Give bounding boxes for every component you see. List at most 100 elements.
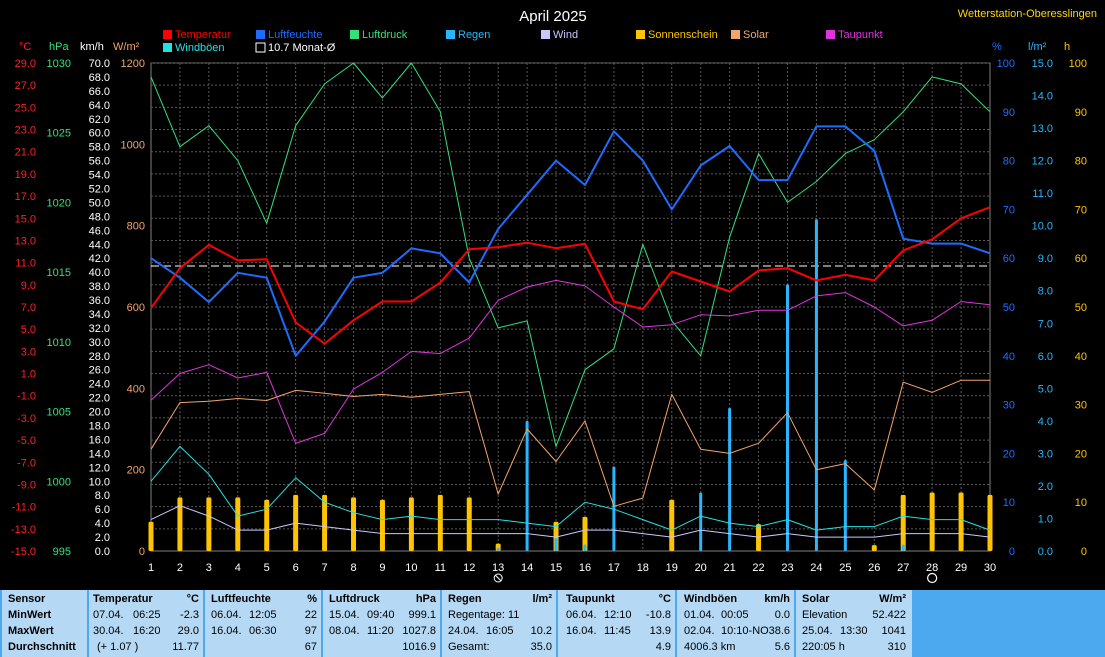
humidity-tick-label: 70 [1003, 204, 1015, 216]
humidity-max-time: 06:30 [249, 625, 277, 637]
dewpoint-min-value: -10.8 [645, 609, 671, 621]
rain-total-label: Gesamt: [448, 641, 490, 653]
wind-tick-label: 24.0 [89, 379, 110, 391]
humidity-max-date: 16.04. [211, 625, 242, 637]
temp-min-time: 06:25 [133, 609, 161, 621]
day-label: 22 [752, 562, 764, 574]
temp-tick-label: -13.0 [11, 524, 36, 536]
solar-avg-value: 310 [887, 641, 906, 653]
rain-bar [554, 537, 558, 551]
legend-swatch [163, 43, 172, 52]
sun-tick-label: 0 [1081, 546, 1087, 558]
day-label: 15 [550, 562, 562, 574]
temp-tick-label: 3.0 [21, 346, 36, 358]
stats-rain: Regen l/m² Regentage: 11 24.04. 16:05 10… [442, 590, 556, 657]
rain-bar [728, 407, 732, 551]
day-label: 26 [868, 562, 880, 574]
sunshine-bar [987, 494, 993, 551]
sun-tick-label: 10 [1075, 497, 1087, 509]
legend-swatch [636, 30, 645, 39]
day-label: 7 [322, 562, 328, 574]
wind-tick-label: 70.0 [89, 58, 110, 70]
temp-avg-value: 11.77 [172, 641, 199, 653]
rain-bar [785, 284, 789, 551]
wind-tick-label: 54.0 [89, 170, 110, 182]
rain-tick-label: 9.0 [1038, 253, 1053, 265]
rain-unit-label: l/m² [1028, 41, 1047, 53]
wind-tick-label: 0.0 [95, 546, 110, 558]
solar-tick-label: 600 [127, 302, 145, 314]
wind-tick-label: 66.0 [89, 86, 110, 98]
press-tick-label: 1025 [47, 128, 71, 140]
day-label: 17 [608, 562, 620, 574]
sun-tick-label: 50 [1075, 302, 1087, 314]
solar-elevation-value: 52.422 [872, 609, 906, 621]
gusts-max-date: 02.04. [684, 625, 715, 637]
day-label: 25 [839, 562, 851, 574]
legend-swatch [163, 30, 172, 39]
humidity-tick-label: 100 [997, 58, 1015, 70]
chart-lines [150, 62, 991, 538]
day-label: 23 [781, 562, 793, 574]
wind-tick-label: 6.0 [95, 504, 110, 516]
day-label: 4 [235, 562, 241, 574]
wind-unit-label: km/h [80, 41, 104, 53]
wind-tick-label: 18.0 [89, 421, 110, 433]
sunshine-bar [669, 499, 675, 551]
solar-hours: 220:05 h [802, 641, 845, 653]
temp-unit-label: °C [19, 41, 31, 53]
day-label: 10 [405, 562, 417, 574]
sunshine-bar [177, 497, 183, 551]
day-label: 2 [177, 562, 183, 574]
day-label: 1 [148, 562, 154, 574]
press-unit-label: hPa [49, 41, 69, 53]
wind-tick-label: 42.0 [89, 253, 110, 265]
pressure-unit: hPa [415, 593, 436, 605]
temp-tick-label: 15.0 [15, 213, 36, 225]
humidity-tick-label: 30 [1003, 400, 1015, 412]
day-label: 8 [350, 562, 356, 574]
solar-unit-label: W/m² [113, 41, 140, 53]
rain-tick-label: 2.0 [1038, 481, 1053, 493]
temp-tick-label: 13.0 [15, 235, 36, 247]
sunshine-bar [351, 497, 357, 551]
temp-tick-label: -11.0 [12, 502, 36, 514]
legend-swatch [826, 30, 835, 39]
stats-label-sensor: Sensor [8, 593, 46, 605]
sunshine-bar [582, 516, 588, 551]
wind-tick-label: 52.0 [89, 183, 110, 195]
humidity-tick-label: 80 [1003, 156, 1015, 168]
day-label: 12 [463, 562, 475, 574]
sunshine-bar [379, 499, 385, 551]
humidity-tick-label: 50 [1003, 302, 1015, 314]
series-line-temperatur [150, 206, 991, 345]
gusts-min-time: 00:05 [721, 609, 749, 621]
pressure-min-time: 09:40 [367, 609, 395, 621]
rain-bar [901, 544, 905, 551]
wind-tick-label: 64.0 [89, 100, 110, 112]
dewpoint-unit: °C [658, 593, 671, 605]
solar-tick-label: 400 [127, 383, 145, 395]
press-tick-label: 1020 [47, 197, 71, 209]
temp-tick-label: -9.0 [17, 479, 36, 491]
solar-tick-label: 1000 [121, 139, 145, 151]
wind-tick-label: 60.0 [89, 128, 110, 140]
rain-unit: l/m² [532, 593, 552, 605]
sun-tick-label: 20 [1075, 448, 1087, 460]
axis-unit-labels: °C hPa km/h W/m² % l/m² h [19, 41, 1070, 53]
wind-tick-label: 38.0 [89, 281, 110, 293]
temp-unit: °C [186, 593, 199, 605]
wind-tick-label: 50.0 [89, 197, 110, 209]
rain-tick-label: 3.0 [1038, 448, 1053, 460]
pressure-header: Luftdruck [329, 593, 380, 605]
wind-tick-label: 58.0 [89, 142, 110, 154]
stats-temperature: Temperatur °C 07.04. 06:25 -2.3 30.04. 1… [89, 590, 203, 657]
rain-max-time: 16:05 [486, 625, 514, 637]
sun-tick-label: 80 [1075, 156, 1087, 168]
sunshine-bar [408, 497, 414, 551]
legend-swatch [256, 30, 265, 39]
gusts-max-value: 38.6 [768, 625, 790, 637]
dewpoint-header: Taupunkt [566, 593, 615, 605]
new-moon-icon-hatch [494, 574, 502, 582]
rain-tick-label: 11.0 [1032, 188, 1053, 200]
